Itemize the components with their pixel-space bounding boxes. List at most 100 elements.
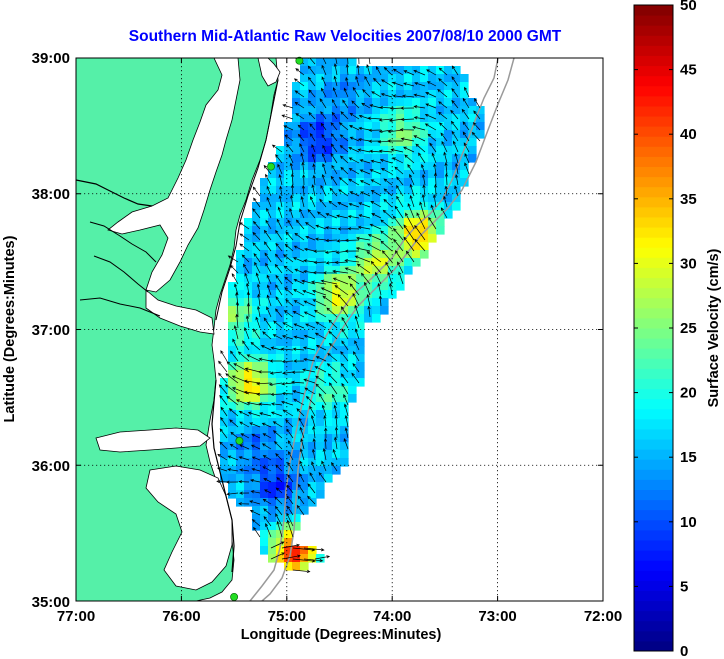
velocity-arrow (303, 558, 324, 563)
velocity-cell (292, 434, 301, 443)
velocity-cell (364, 130, 373, 139)
velocity-cell (284, 354, 293, 363)
velocity-cell (380, 242, 389, 251)
velocity-cell (380, 98, 389, 107)
velocity-cell (260, 362, 269, 371)
velocity-cell (356, 106, 365, 115)
velocity-cell (300, 354, 309, 363)
velocity-cell (276, 506, 285, 515)
velocity-cell (244, 474, 253, 483)
velocity-arrow (318, 471, 327, 483)
velocity-arrow (319, 98, 327, 109)
velocity-cell (420, 154, 429, 163)
velocity-cell (284, 434, 293, 443)
velocity-cell (308, 98, 317, 107)
velocity-cell (284, 458, 293, 467)
velocity-cell (316, 418, 325, 427)
velocity-cell (356, 314, 365, 323)
velocity-arrow (284, 134, 294, 142)
velocity-arrow (361, 102, 371, 109)
velocity-cell (228, 378, 237, 387)
velocity-cell (380, 138, 389, 147)
velocity-cell (332, 162, 341, 171)
velocity-cell (236, 314, 245, 323)
velocity-cell (292, 162, 301, 171)
velocity-cell (300, 314, 309, 323)
velocity-cell (444, 90, 453, 99)
velocity-cell (300, 290, 309, 299)
velocity-arrow (343, 87, 349, 98)
velocity-arrow (462, 97, 470, 109)
velocity-cell (244, 250, 253, 259)
velocity-arrow (288, 451, 294, 461)
velocity-cell (228, 426, 237, 435)
velocity-cell (268, 450, 277, 459)
velocity-arrow (307, 208, 316, 219)
velocity-arrow (413, 105, 426, 109)
velocity-cell (396, 162, 405, 171)
velocity-cell (324, 394, 333, 403)
velocity-cell (276, 362, 285, 371)
velocity-arrow (407, 164, 415, 175)
velocity-cell (372, 282, 381, 291)
velocity-arrow (315, 224, 327, 230)
radar-station-marker (267, 162, 275, 171)
colorbar-band (634, 519, 673, 531)
velocity-cell (436, 186, 445, 195)
velocity-cell (332, 266, 341, 275)
velocity-arrow (251, 519, 261, 527)
velocity-cell (420, 210, 429, 219)
velocity-cell (396, 130, 405, 139)
velocity-arrow (275, 242, 283, 252)
velocity-cell (276, 450, 285, 459)
velocity-arrow (302, 174, 306, 186)
velocity-cell (300, 546, 309, 555)
velocity-cell (228, 490, 237, 499)
velocity-cell (460, 98, 469, 107)
velocity-cell (332, 130, 341, 139)
velocity-cell (428, 162, 437, 171)
velocity-arrow (463, 142, 470, 153)
velocity-cell (332, 298, 341, 307)
velocity-cell (308, 546, 317, 555)
velocity-cell (316, 218, 325, 227)
velocity-cell (372, 130, 381, 139)
velocity-cell (284, 498, 293, 507)
velocity-arrow (281, 391, 294, 396)
velocity-cell (428, 130, 437, 139)
velocity-arrow (358, 202, 371, 208)
velocity-cell (324, 146, 333, 155)
velocity-arrow (261, 443, 272, 450)
velocity-cell (228, 346, 237, 355)
velocity-cell (260, 442, 269, 451)
velocity-arrow (348, 178, 360, 186)
velocity-arrow (286, 512, 294, 527)
velocity-cell (324, 338, 333, 347)
velocity-cell (260, 298, 269, 307)
velocity-arrow (260, 345, 272, 351)
velocity-cell (348, 74, 357, 83)
velocity-arrow (282, 322, 294, 329)
velocity-cell (292, 282, 301, 291)
velocity-arrow (227, 455, 239, 461)
velocity-arrow (440, 132, 448, 142)
velocity-arrow (438, 101, 448, 109)
velocity-cell (436, 218, 445, 227)
velocity-cell (340, 442, 349, 451)
velocity-arrow (373, 77, 382, 87)
velocity-cell (324, 346, 333, 355)
velocity-cell (380, 202, 389, 211)
velocity-arrow (296, 504, 305, 516)
velocity-cell (252, 290, 261, 299)
velocity-cell (332, 210, 341, 219)
velocity-cell (412, 258, 421, 267)
velocity-cell (380, 178, 389, 187)
velocity-arrow (320, 287, 338, 296)
velocity-arrow (216, 479, 228, 484)
velocity-cell (372, 98, 381, 107)
colorbar-tick-label: 0 (680, 643, 688, 659)
colorbar-band (634, 398, 673, 410)
velocity-cell (252, 426, 261, 435)
velocity-cell (244, 498, 253, 507)
velocity-arrow (308, 58, 316, 65)
